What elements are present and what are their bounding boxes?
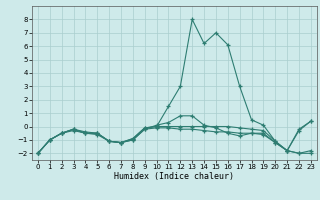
X-axis label: Humidex (Indice chaleur): Humidex (Indice chaleur) [115, 172, 234, 181]
